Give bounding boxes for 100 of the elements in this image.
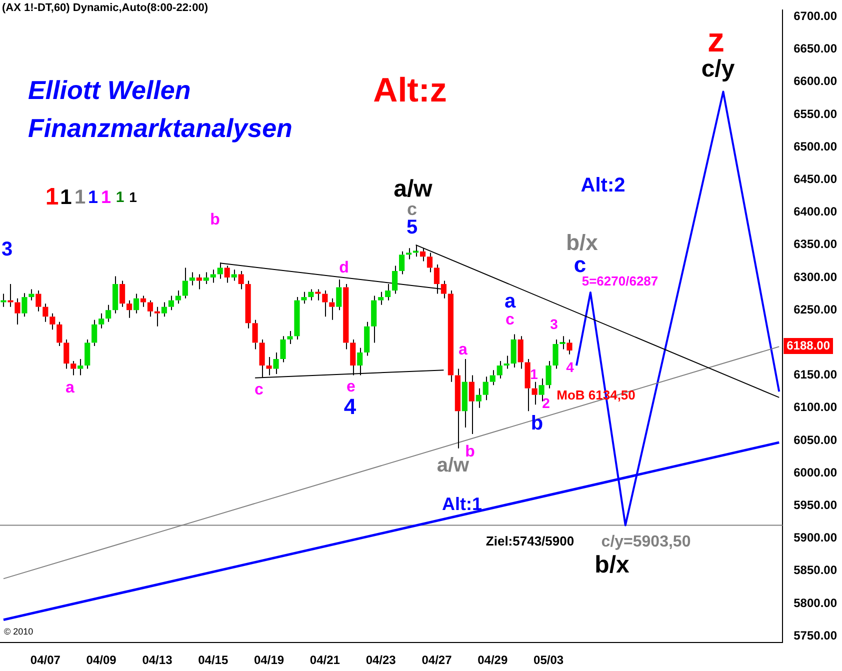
candlestick	[238, 270, 244, 290]
candlestick	[454, 368, 460, 449]
candlestick	[56, 321, 62, 346]
annotation: d	[339, 259, 349, 276]
candlestick	[378, 291, 384, 306]
y-tick-label: 6400.00	[794, 204, 838, 219]
annotation: Alt:1	[442, 494, 482, 514]
annotation: Elliott Wellen	[28, 75, 191, 106]
candlestick	[224, 265, 230, 284]
annotation: © 2010	[4, 626, 34, 636]
annotation: a	[504, 290, 516, 313]
x-tick-label: 04/27	[422, 653, 452, 668]
candlestick	[546, 360, 552, 389]
y-tick-label: 6650.00	[794, 42, 838, 56]
candlestick	[482, 376, 488, 401]
candlestick	[560, 336, 566, 350]
candlestick	[504, 355, 510, 370]
y-tick-label: 5750.00	[794, 628, 838, 642]
annotation: c	[506, 311, 515, 328]
candlestick	[147, 300, 154, 318]
y-tick-label: 6450.00	[794, 172, 838, 186]
candlestick	[426, 252, 433, 273]
candlestick	[566, 338, 572, 355]
annotation: 1	[100, 186, 112, 207]
candlestick	[406, 248, 412, 260]
annotation: b	[530, 412, 544, 435]
y-tick-label: 6300.00	[794, 270, 838, 284]
candlestick	[273, 352, 279, 374]
candlestick	[294, 296, 300, 340]
candlestick	[133, 293, 140, 314]
candlestick	[552, 338, 558, 370]
candlestick	[315, 288, 321, 301]
annotation: 3	[1, 238, 13, 261]
candlestick	[78, 358, 84, 376]
candlestick	[126, 300, 132, 318]
chart-title: (AX 1!-DT,60) Dynamic,Auto(8:00-22:00)	[2, 2, 208, 14]
x-tick-label: 05/03	[534, 653, 564, 668]
annotation: 5	[406, 216, 418, 239]
y-tick-label: 6550.00	[794, 106, 838, 121]
text: 6188.00	[786, 338, 830, 352]
candlestick	[84, 338, 90, 370]
candlestick	[329, 298, 335, 320]
candlestick	[371, 295, 377, 344]
candlestick	[140, 295, 146, 308]
candlestick	[399, 250, 405, 275]
candlestick	[119, 280, 126, 308]
y-tick-label: 5900.00	[794, 530, 838, 545]
candlestick	[245, 280, 251, 329]
annotation: 1	[88, 186, 98, 207]
candlestick	[532, 381, 538, 406]
candlestick	[22, 292, 28, 318]
x-tick-label: 04/07	[30, 653, 61, 668]
x-tick-label: 04/21	[310, 653, 340, 668]
y-tick-label: 6050.00	[794, 432, 838, 447]
y-tick-label: 6700.00	[794, 9, 838, 24]
candlestick	[252, 319, 258, 350]
y-tick-label: 6600.00	[794, 74, 838, 88]
candlestick	[50, 312, 56, 330]
candlestick	[189, 272, 195, 286]
annotation: e	[346, 378, 356, 396]
candlestick	[92, 319, 98, 346]
candlestick	[70, 360, 76, 376]
candlestick	[462, 358, 468, 428]
annotation: c	[254, 381, 264, 398]
y-tick-label: 6250.00	[794, 302, 838, 316]
candlestick	[28, 288, 34, 301]
candlestick	[420, 248, 426, 262]
x-tick-label: 04/29	[478, 653, 508, 668]
candlestick	[196, 274, 202, 290]
annotation: 4	[566, 358, 574, 375]
annotation: 1	[60, 186, 72, 209]
candlestick	[468, 374, 474, 434]
annotation: 1	[116, 189, 124, 206]
x-tick-label: 04/15	[198, 653, 228, 668]
candlestick	[343, 284, 349, 350]
annotation: Alt:z	[373, 71, 447, 110]
candlestick	[510, 334, 516, 368]
annotation: 1	[129, 188, 138, 205]
candlestick	[308, 288, 314, 301]
candlestick	[280, 336, 286, 363]
y-tick-label: 6350.00	[794, 237, 838, 252]
annotation: a	[458, 341, 468, 358]
candlestick	[154, 306, 160, 327]
annotation: b	[465, 443, 476, 460]
candlestick	[496, 360, 502, 380]
candlestick	[0, 293, 6, 308]
annotation: 3	[550, 316, 558, 332]
annotation: Ziel:5743/5900	[486, 534, 574, 549]
candlestick	[448, 290, 454, 382]
candlestick	[112, 276, 118, 314]
candlestick	[524, 358, 530, 412]
y-tick-label: 6150.00	[794, 368, 838, 382]
candlestick	[203, 272, 209, 285]
candlestick	[301, 291, 307, 304]
y-tick-label: 5950.00	[794, 498, 838, 512]
candlestick	[538, 378, 544, 402]
annotation: 2	[542, 394, 550, 411]
annotation: 1	[74, 186, 86, 209]
candlestick	[8, 284, 14, 308]
candlestick	[182, 267, 188, 299]
